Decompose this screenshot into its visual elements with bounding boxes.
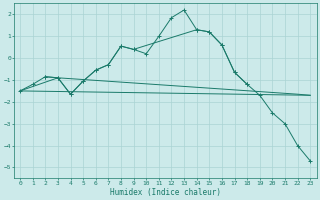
X-axis label: Humidex (Indice chaleur): Humidex (Indice chaleur) [110, 188, 220, 197]
